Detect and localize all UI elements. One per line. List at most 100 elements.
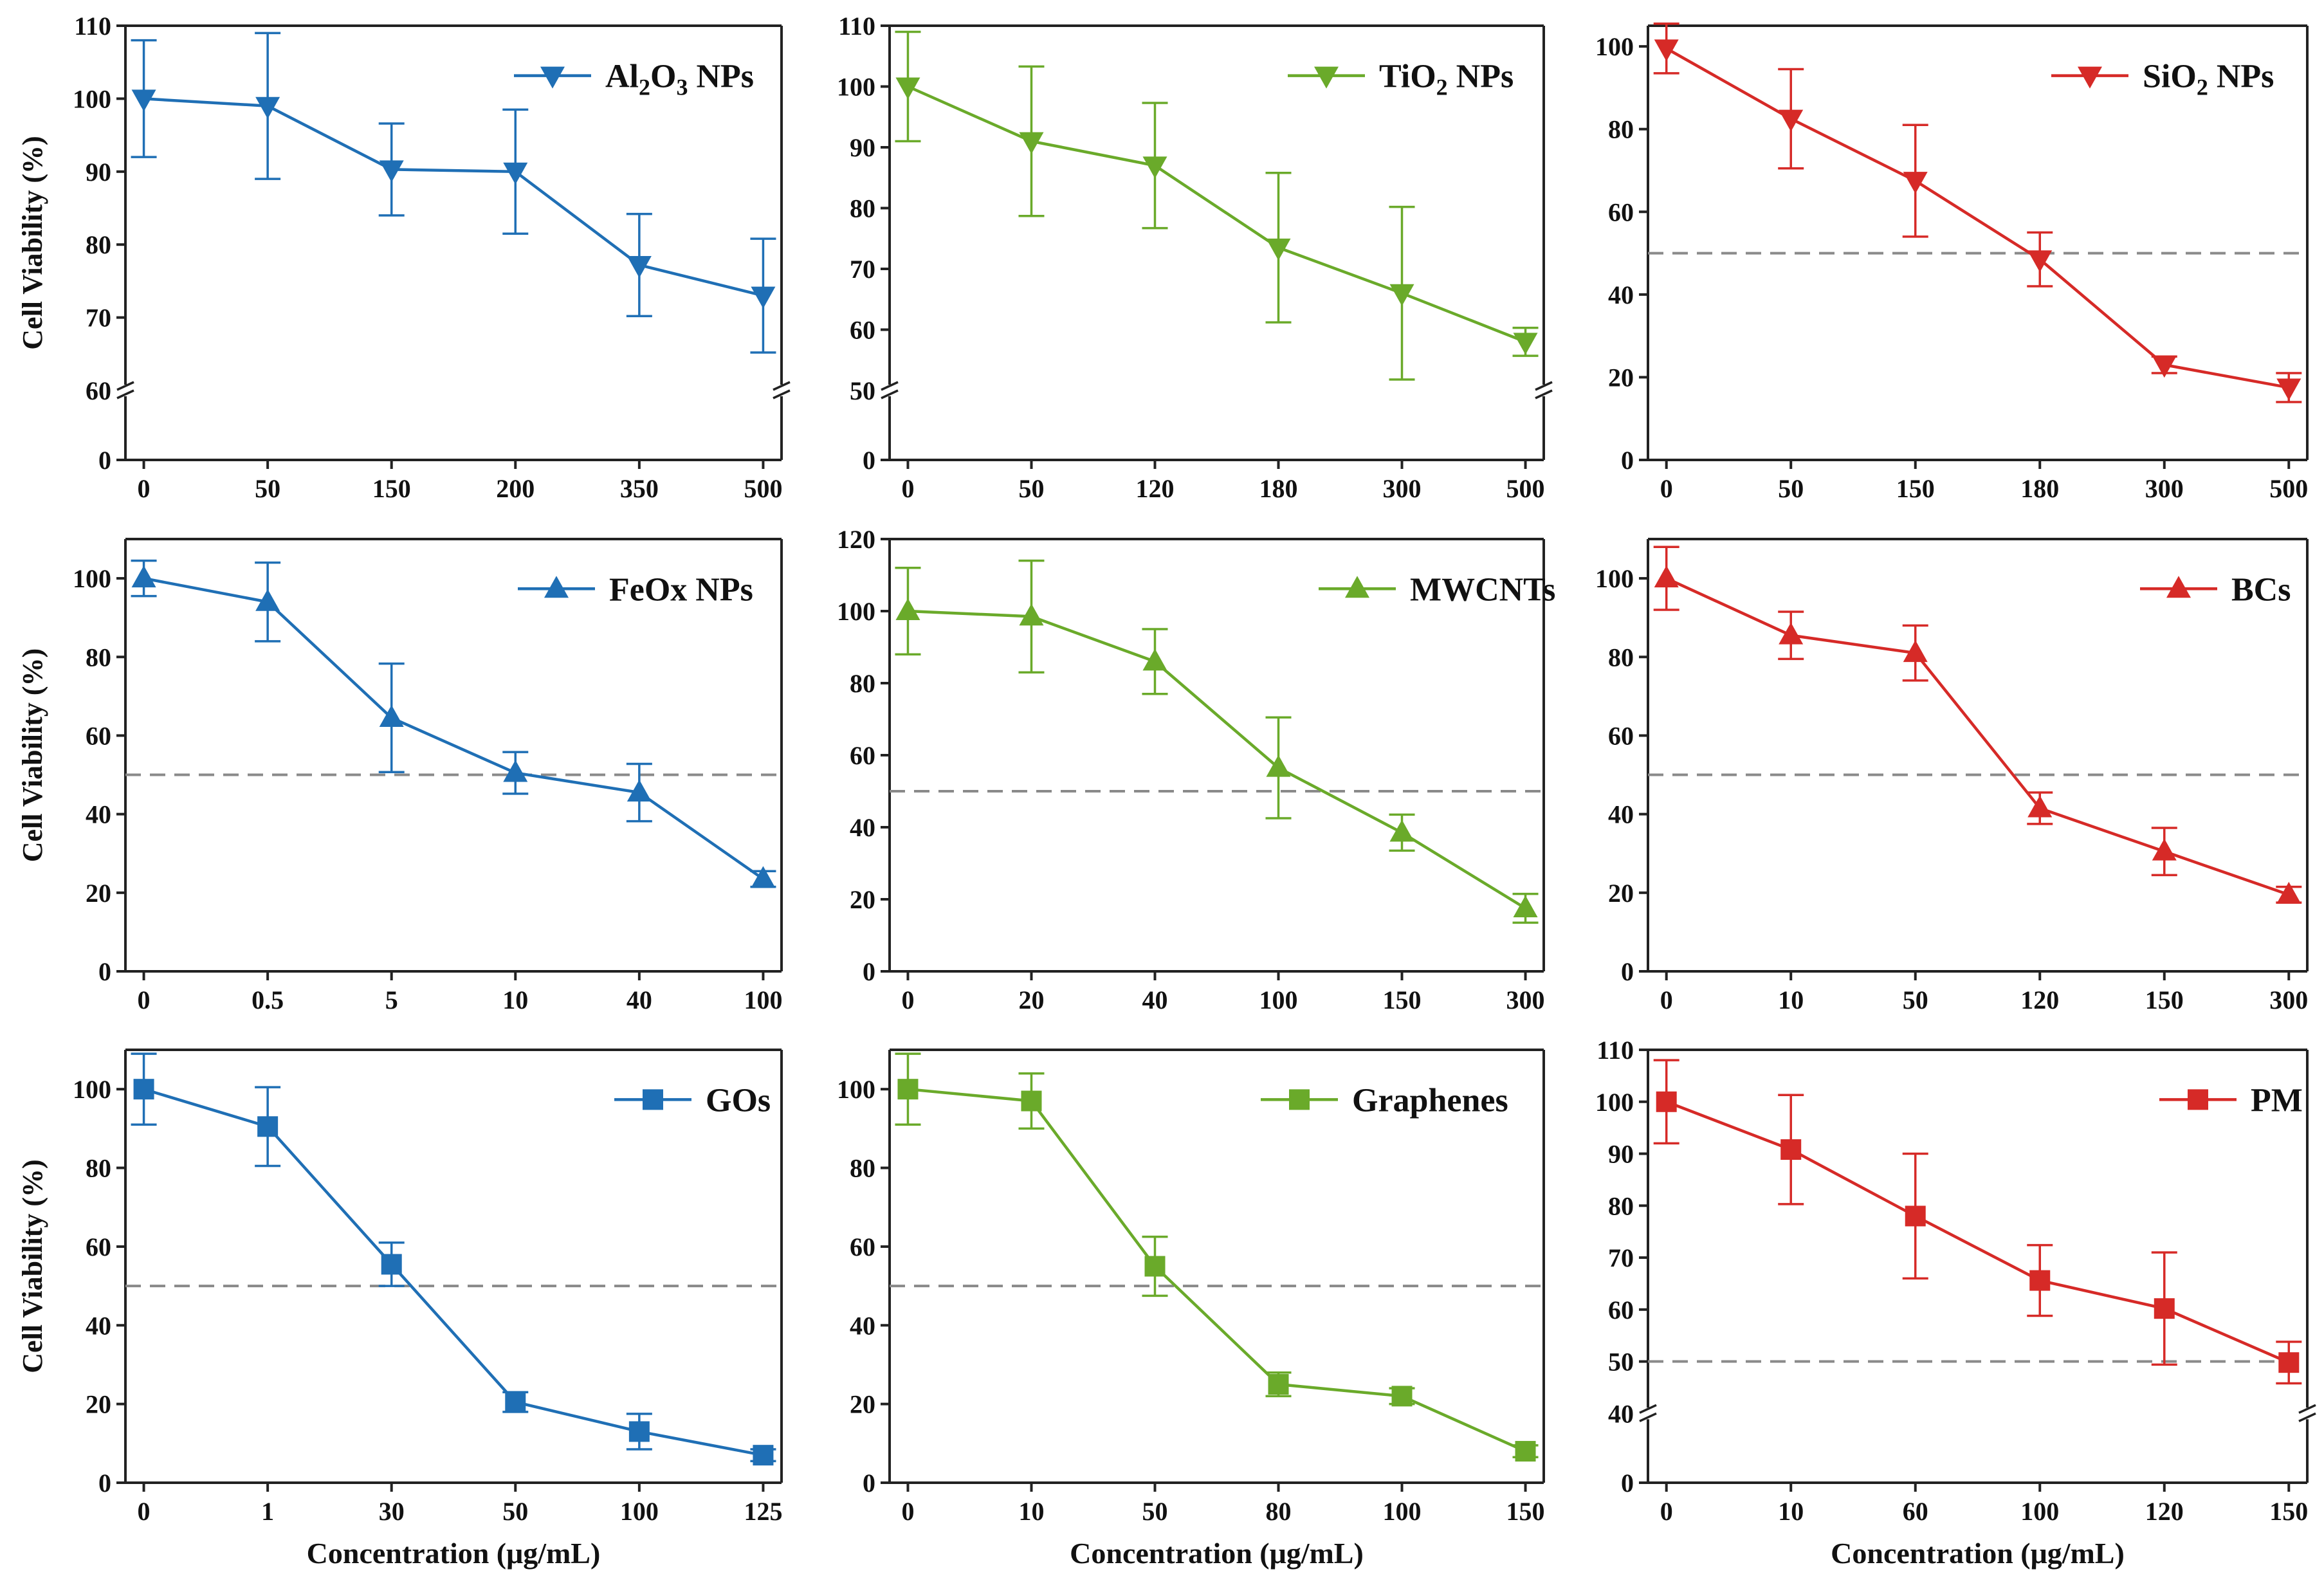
chart-panel-d: 0 20 40 60 80 100 0 0.5 5 10 40 100 FeOx NPs Cell Via…: [17, 538, 783, 1014]
data-point: [1903, 172, 1928, 194]
y-tick-label: 100: [73, 564, 111, 593]
x-tick-label: 100: [744, 985, 782, 1014]
data-point: [897, 1079, 919, 1100]
axis-break-mark: [1535, 389, 1553, 399]
y-tick-label: 60: [850, 316, 875, 345]
x-tick-label: 120: [2145, 1497, 2184, 1526]
data-point: [627, 255, 652, 278]
x-tick-label: 0: [1660, 985, 1673, 1014]
x-tick-label: 0.5: [252, 985, 284, 1014]
y-tick-label: 0: [1621, 446, 1634, 475]
chart-panel-f: 0 20 40 60 80 100 0 10 50 120 150 300 BCs: [1595, 538, 2309, 1014]
y-tick-label: 100: [837, 1075, 875, 1104]
y-tick-label: 40: [1608, 800, 1634, 829]
legend-marker: [1314, 66, 1339, 89]
chart-panel-e: 0 20 40 60 80 100 120 0 20 40 100 150 300 MWCNTs: [837, 525, 1555, 1014]
legend-text-part: NPs: [688, 59, 754, 95]
legend-subscript: 2: [1436, 75, 1448, 100]
y-tick-label: 90: [850, 133, 875, 162]
y-tick-label: 100: [1595, 32, 1634, 61]
y-tick-label: 60: [86, 376, 111, 405]
x-tick-label: 150: [372, 474, 411, 503]
x-tick-label: 180: [1259, 474, 1298, 503]
y-tick-label: 50: [850, 376, 875, 405]
y-tick-label: 60: [1608, 721, 1634, 750]
x-tick-label: 10: [502, 985, 528, 1014]
data-point: [257, 1116, 279, 1137]
y-tick-label: 120: [837, 525, 875, 554]
x-tick-label: 10: [1778, 1497, 1804, 1526]
data-point: [1779, 109, 1804, 132]
legend-label: Al2O3 NPs: [605, 59, 754, 100]
x-tick-label: 50: [1142, 1497, 1167, 1526]
data-point: [1389, 820, 1414, 842]
y-tick-label: 80: [1608, 115, 1634, 144]
legend-label: TiO2 NPs: [1379, 59, 1514, 100]
x-tick-label: 1: [261, 1497, 274, 1526]
x-axis-label: Concentration (μg/mL): [1070, 1537, 1364, 1570]
y-tick-label: 110: [838, 12, 875, 41]
data-point: [379, 704, 404, 727]
y-tick-label: 20: [1608, 363, 1634, 392]
x-tick-label: 50: [1778, 474, 1804, 503]
data-point: [2152, 838, 2177, 861]
x-tick-label: 100: [620, 1497, 659, 1526]
x-tick-label: 150: [1383, 985, 1422, 1014]
data-point: [627, 780, 652, 802]
legend-marker: [540, 66, 565, 89]
x-tick-label: 120: [1135, 474, 1174, 503]
x-tick-label: 20: [1018, 985, 1044, 1014]
data-point: [379, 160, 404, 183]
legend-subscript: 2: [639, 75, 650, 100]
legend-text-part: SiO: [2143, 59, 2197, 95]
data-point: [2276, 378, 2301, 401]
data-point: [1142, 156, 1167, 179]
y-tick-label: 0: [1621, 957, 1634, 986]
axis-break-mark: [773, 381, 791, 391]
y-tick-label: 100: [837, 73, 875, 102]
axis-break-mark: [773, 389, 791, 399]
data-point: [2027, 795, 2053, 818]
series-line: [907, 85, 1526, 344]
legend-text-part: NPs: [1448, 59, 1514, 95]
x-tick-label: 150: [2269, 1497, 2308, 1526]
y-tick-label: 0: [98, 446, 111, 475]
y-tick-label: 70: [1608, 1243, 1634, 1272]
legend-label: MWCNTs: [1410, 571, 1555, 608]
y-tick-label: 100: [837, 597, 875, 626]
y-axis-label: Cell Viability (%): [17, 648, 48, 862]
x-tick-label: 300: [2269, 985, 2308, 1014]
data-point: [131, 565, 156, 588]
chart-panel-b: 0 50 60 70 80 90 100 110 0 50 120 180 300 500 TiO2 NPs: [837, 12, 1553, 503]
data-point: [1266, 755, 1291, 777]
x-tick-label: 0: [138, 1497, 151, 1526]
legend-marker: [2078, 66, 2102, 89]
x-tick-label: 50: [502, 1497, 528, 1526]
data-point: [503, 760, 528, 782]
legend-text-part: MWCNTs: [1410, 571, 1555, 608]
legend-label: BCs: [2231, 571, 2291, 608]
y-axis-label: Cell Viability (%): [17, 1159, 48, 1373]
y-tick-label: 100: [73, 84, 111, 113]
chart-panel-i: 0 40 50 60 70 80 90 100 110 0 10 60 100 120 150 PM Conce…: [1595, 1036, 2316, 1570]
legend-text-part: NPs: [2208, 59, 2274, 95]
data-point: [1019, 603, 1044, 626]
x-tick-label: 180: [2020, 474, 2059, 503]
y-tick-label: 100: [73, 1075, 111, 1104]
legend-text-part: PM: [2251, 1082, 2303, 1119]
x-tick-label: 80: [1266, 1497, 1292, 1526]
x-tick-label: 0: [1660, 1497, 1673, 1526]
y-tick-label: 80: [850, 194, 875, 223]
axis-break-mark: [2298, 1412, 2316, 1422]
y-tick-label: 60: [86, 721, 111, 750]
y-tick-label: 0: [863, 957, 875, 986]
data-point: [753, 1445, 774, 1466]
data-point: [1903, 640, 1928, 663]
data-point: [381, 1254, 402, 1275]
legend-text-part: O: [650, 59, 676, 95]
data-point: [1779, 622, 1804, 645]
x-tick-label: 60: [1903, 1497, 1928, 1526]
axis-break-mark: [2298, 1404, 2316, 1414]
x-tick-label: 30: [379, 1497, 405, 1526]
data-point: [1021, 1090, 1042, 1112]
